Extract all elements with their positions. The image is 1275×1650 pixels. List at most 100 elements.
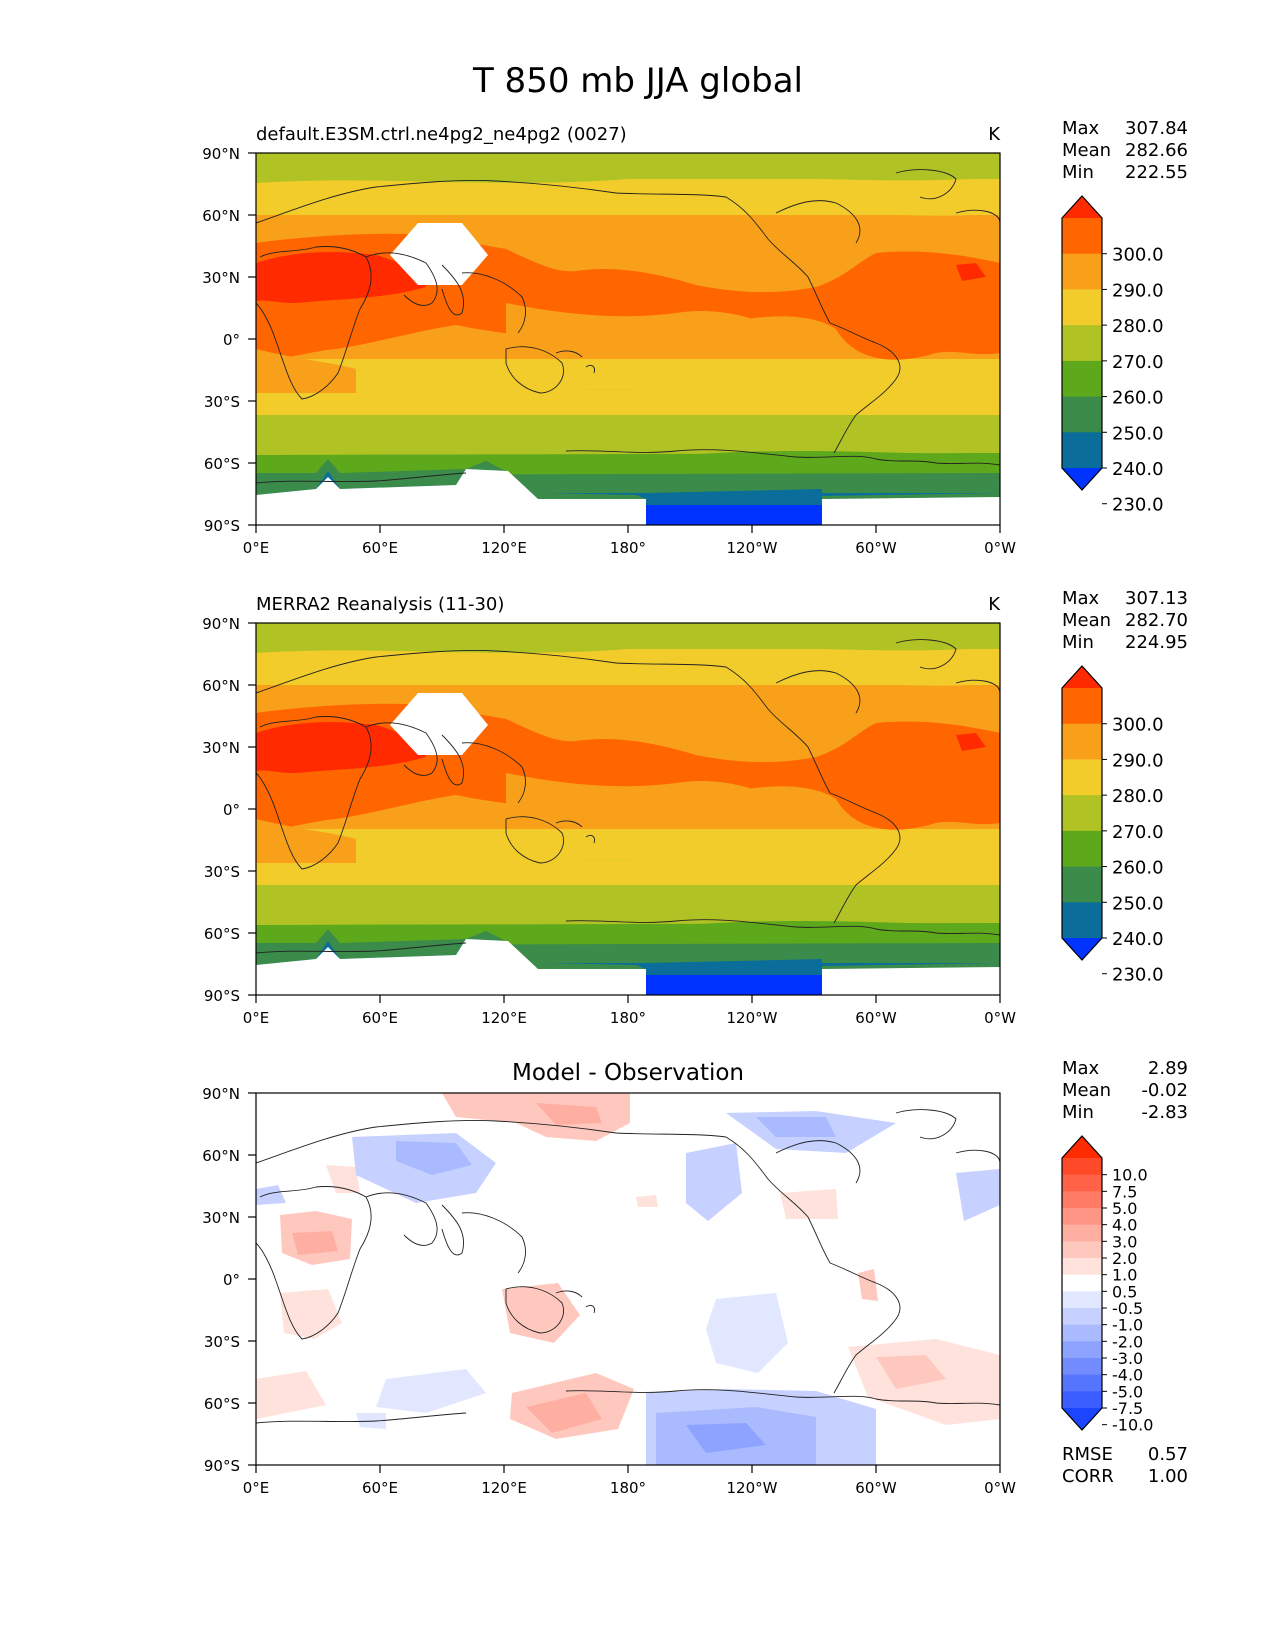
colorbar: 300.0 290.0 280.0 270.0 260.0 250.0 240.…: [1061, 665, 1164, 986]
colorbar-segment: [1062, 1358, 1102, 1376]
panel-observation: MERRA2 Reanalysis (11-30) K 90°N 60°N 30…: [202, 588, 1188, 1027]
colorbar-label: 260.0: [1112, 858, 1164, 879]
lat-tick-label: 90°N: [202, 145, 240, 163]
colorbar-segment: [1062, 218, 1102, 255]
stat-value: 282.70: [1125, 610, 1188, 631]
colorbar-segment: [1062, 1341, 1102, 1359]
colorbar-extend-bottom: [1062, 1408, 1102, 1430]
stat-value: 282.66: [1125, 140, 1188, 161]
lon-tick-label: 60°E: [362, 1009, 398, 1027]
lat-tick-label: 60°S: [204, 455, 240, 473]
colorbar-label: 230.0: [1112, 965, 1164, 986]
colorbar-label: 260.0: [1112, 388, 1164, 409]
lat-tick-label: 60°S: [204, 1395, 240, 1413]
lon-tick-label: 120°W: [727, 539, 778, 557]
lon-axis: 0°E 60°E 120°E 180° 120°W 60°W 0°W: [243, 1465, 1016, 1497]
lon-tick-label: 120°W: [727, 1479, 778, 1497]
colorbar-label: -5.0: [1112, 1382, 1143, 1401]
colorbar-segment: [1062, 1191, 1102, 1209]
colorbar-label: 2.0: [1112, 1249, 1137, 1268]
colorbar-label: 240.0: [1112, 929, 1164, 950]
map-plot: [256, 153, 1000, 525]
colorbar-segment: [1062, 325, 1102, 362]
stats-box: Max 307.84 Mean 282.66 Min 222.55: [1062, 118, 1188, 183]
colorbar-label: -4.0: [1112, 1366, 1143, 1385]
lon-tick-label: 0°E: [243, 539, 270, 557]
colorbar-label: -0.5: [1112, 1299, 1143, 1318]
lat-tick-label: 0°: [223, 331, 240, 349]
colorbar-segment: [1062, 830, 1102, 868]
stat-label: Min: [1062, 1102, 1094, 1123]
stat-label: Max: [1062, 1058, 1100, 1079]
stat-value: -2.83: [1141, 1102, 1188, 1123]
lat-tick-label: 30°N: [202, 739, 240, 757]
colorbar-segment: [1062, 396, 1102, 433]
lat-tick-label: 30°N: [202, 1209, 240, 1227]
lat-tick-label: 30°S: [204, 1333, 240, 1351]
colorbar-segment: [1062, 1374, 1102, 1392]
colorbar-label: 280.0: [1112, 316, 1164, 337]
stat-label: Mean: [1062, 1080, 1111, 1101]
lat-tick-label: 60°N: [202, 207, 240, 225]
lat-tick-label: 60°N: [202, 1147, 240, 1165]
lon-tick-label: 0°W: [984, 1479, 1016, 1497]
stat-label: Mean: [1062, 610, 1111, 631]
colorbar-segment: [1062, 1224, 1102, 1242]
lat-tick-label: 90°S: [204, 517, 240, 535]
lon-tick-label: 180°: [610, 1009, 646, 1027]
colorbar-label: -10.0: [1112, 1416, 1153, 1435]
lon-tick-label: 120°E: [481, 1009, 527, 1027]
colorbar-extend-top: [1062, 1136, 1102, 1158]
colorbar-segment: [1062, 795, 1102, 832]
lon-tick-label: 60°E: [362, 539, 398, 557]
colorbar-label: 5.0: [1112, 1199, 1137, 1218]
lat-tick-label: 60°S: [204, 925, 240, 943]
colorbar-segment: [1062, 1308, 1102, 1326]
colorbar-label: 10.0: [1112, 1166, 1148, 1185]
colorbar-segment: [1062, 1174, 1102, 1192]
lat-tick-label: 90°S: [204, 987, 240, 1005]
colorbar-label: 270.0: [1112, 352, 1164, 373]
lon-axis: 0°E 60°E 120°E 180° 120°W 60°W 0°W: [243, 995, 1016, 1027]
lon-axis: 0°E 60°E 120°E 180° 120°W 60°W 0°W: [243, 525, 1016, 557]
coastlines: [256, 169, 1000, 484]
colorbar-segment: [1062, 1208, 1102, 1226]
lat-axis: 90°N 60°N 30°N 0° 30°S 60°S 90°S: [202, 615, 256, 1005]
stat-value: 307.13: [1125, 588, 1188, 609]
colorbar-label: 0.5: [1112, 1282, 1137, 1301]
lat-tick-label: 0°: [223, 1271, 240, 1289]
colorbar-segment: [1062, 688, 1102, 725]
panel-title: default.E3SM.ctrl.ne4pg2_ne4pg2 (0027): [256, 124, 627, 145]
colorbar-segment: [1062, 866, 1102, 903]
lat-tick-label: 90°N: [202, 615, 240, 633]
stat-label: Max: [1062, 118, 1100, 139]
colorbar-segment: [1062, 1258, 1102, 1276]
map-plot: [256, 1093, 1000, 1465]
panel-title: MERRA2 Reanalysis (11-30): [256, 594, 504, 615]
lat-tick-label: 90°N: [202, 1085, 240, 1103]
colorbar-label: 290.0: [1112, 750, 1164, 771]
stat-value: 2.89: [1148, 1058, 1188, 1079]
colorbar-label: 4.0: [1112, 1216, 1137, 1235]
panel-units: K: [988, 594, 1001, 615]
lon-tick-label: 0°E: [243, 1479, 270, 1497]
lon-tick-label: 0°W: [984, 1009, 1016, 1027]
lon-tick-label: 60°W: [855, 539, 897, 557]
colorbar-label: 300.0: [1112, 715, 1164, 736]
colorbar-extend-bottom: [1062, 938, 1102, 960]
lon-tick-label: 0°W: [984, 539, 1016, 557]
map-plot: [256, 623, 1000, 995]
stat-label: Max: [1062, 588, 1100, 609]
colorbar-label: -3.0: [1112, 1349, 1143, 1368]
colorbar-label: 270.0: [1112, 822, 1164, 843]
stat-value: 222.55: [1125, 162, 1188, 183]
colorbar-segment: [1062, 1391, 1102, 1409]
colorbar-segment: [1062, 1241, 1102, 1259]
figure-title: T 850 mb JJA global: [472, 61, 803, 101]
colorbar-label: 300.0: [1112, 245, 1164, 266]
colorbar-label: 290.0: [1112, 280, 1164, 301]
lon-tick-label: 60°E: [362, 1479, 398, 1497]
lat-tick-label: 0°: [223, 801, 240, 819]
metric-value: 1.00: [1148, 1466, 1188, 1487]
